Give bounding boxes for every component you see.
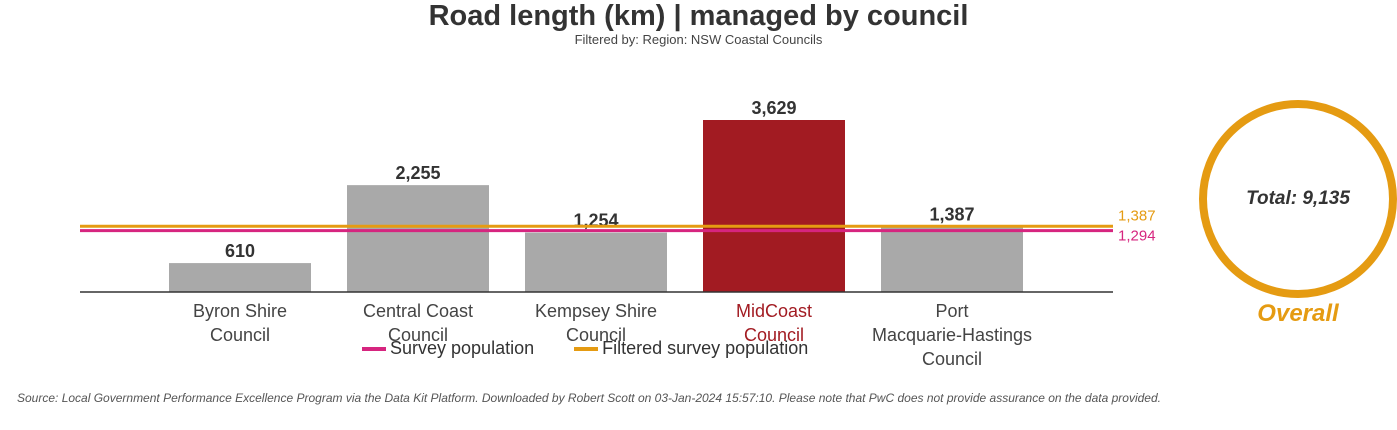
x-axis-tick-label: MidCoast Council [735, 301, 813, 345]
reference-line-label: 1,294 [1118, 228, 1156, 245]
chart-subtitle: Filtered by: Region: NSW Coastal Council… [574, 32, 823, 47]
legend-label-filtered: Filtered survey population [602, 338, 809, 358]
bar-value-label: 1,387 [929, 204, 974, 224]
bar [881, 226, 1023, 292]
bar [703, 120, 845, 292]
x-axis-tick-label: Central Coast Council [362, 301, 474, 345]
x-axis-tick-label: Port Macquarie-Hastings Council [871, 301, 1033, 369]
overall-label: Overall [1257, 300, 1339, 327]
bar [169, 263, 311, 292]
x-axis-tick-label: Byron Shire Council [192, 301, 288, 345]
survey-line-swatch [362, 346, 386, 351]
reference-line-label: 1,387 [1118, 207, 1156, 224]
bar [525, 232, 667, 292]
bar-value-label: 3,629 [751, 98, 796, 118]
overall-total-ring: Total: 9,135 [1199, 100, 1397, 298]
chart-legend: Survey population Filtered survey popula… [362, 338, 848, 359]
overall-total-value: Total: 9,135 [1246, 188, 1350, 209]
bar [347, 185, 489, 292]
x-axis-tick-label: Kempsey Shire Council [534, 301, 658, 345]
legend-item-filtered: Filtered survey population [574, 338, 808, 359]
source-footnote: Source: Local Government Performance Exc… [17, 391, 1161, 405]
bar-value-label: 610 [225, 241, 255, 261]
filtered-line-swatch [574, 346, 599, 351]
legend-item-survey: Survey population [362, 338, 534, 359]
legend-label-survey: Survey population [390, 338, 535, 358]
chart-title: Road length (km) | managed by council [428, 0, 969, 32]
bar-value-label: 2,255 [395, 163, 440, 183]
